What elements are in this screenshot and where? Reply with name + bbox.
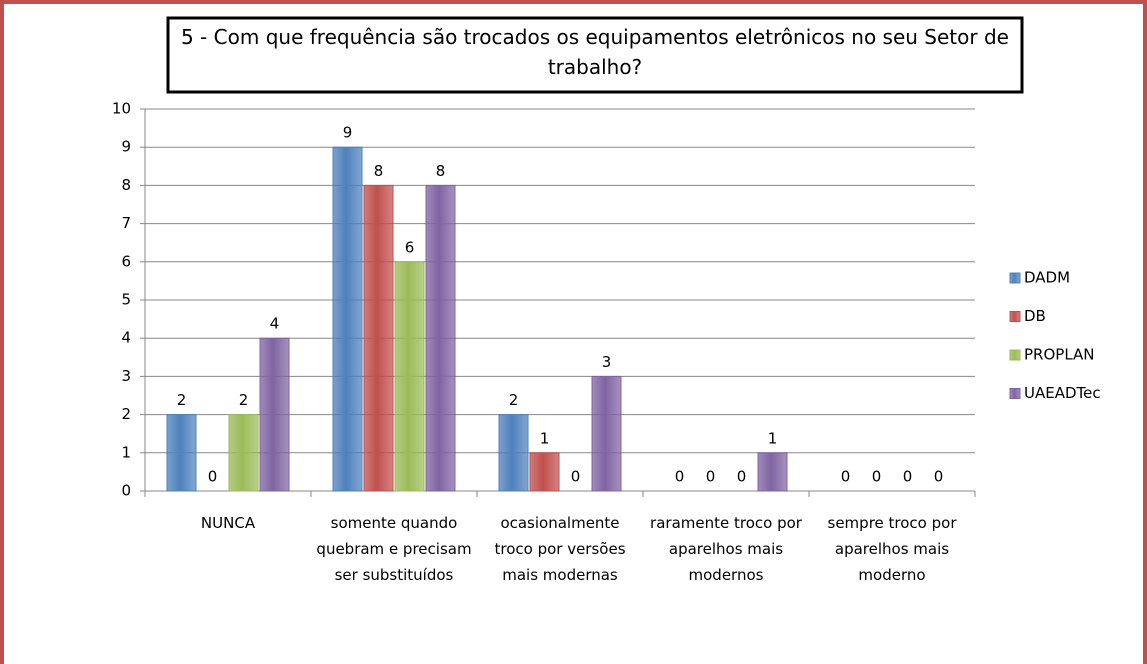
bar <box>166 414 197 492</box>
x-tick-label: NUNCA <box>201 514 256 532</box>
bar <box>529 452 560 492</box>
value-label: 4 <box>270 315 280 333</box>
value-label: 2 <box>509 391 519 409</box>
legend-swatch <box>1009 311 1021 322</box>
value-label: 9 <box>343 124 353 142</box>
legend-label: DADM <box>1024 269 1070 287</box>
value-label: 0 <box>675 468 685 486</box>
y-tick-label: 9 <box>121 138 131 156</box>
legend-swatch <box>1009 272 1021 284</box>
y-tick-label: 8 <box>121 176 131 194</box>
value-label: 0 <box>934 468 944 486</box>
value-label: 0 <box>872 468 882 486</box>
value-label: 0 <box>706 468 716 486</box>
value-label: 1 <box>768 429 778 447</box>
bar <box>498 414 529 492</box>
value-label: 0 <box>737 468 747 486</box>
y-tick-label: 3 <box>121 367 131 385</box>
y-tick-label: 10 <box>112 100 131 118</box>
value-label: 0 <box>571 468 581 486</box>
y-tick-label: 7 <box>121 214 131 232</box>
value-label: 0 <box>208 468 218 486</box>
legend-label: UAEADTec <box>1024 384 1101 402</box>
value-label: 8 <box>436 162 446 180</box>
bar <box>332 146 363 492</box>
value-label: 2 <box>239 391 249 409</box>
x-tick-label: sempre troco por aparelhos mais moderno <box>828 514 958 584</box>
y-tick-label: 6 <box>121 252 131 270</box>
bar <box>591 375 622 492</box>
bar <box>757 452 788 492</box>
value-label: 8 <box>374 162 384 180</box>
value-label: 0 <box>841 468 851 486</box>
bar <box>394 261 425 492</box>
y-tick-label: 0 <box>121 482 131 500</box>
value-label: 1 <box>540 429 550 447</box>
bar <box>259 337 290 492</box>
value-label: 0 <box>903 468 913 486</box>
y-tick-label: 5 <box>121 291 131 309</box>
legend-swatch <box>1009 349 1021 361</box>
bar <box>363 184 394 492</box>
legend-swatch <box>1009 388 1021 399</box>
y-tick-label: 2 <box>121 405 131 423</box>
legend-label: PROPLAN <box>1024 346 1095 364</box>
legend-label: DB <box>1024 307 1046 325</box>
value-label: 2 <box>177 391 187 409</box>
bar <box>425 184 456 492</box>
x-tick-label: raramente troco por aparelhos mais moderno… <box>650 514 803 584</box>
y-tick-label: 1 <box>121 443 131 461</box>
value-label: 6 <box>405 238 415 256</box>
x-tick-label: somente quando quebram e precisam ser subs… <box>316 514 471 584</box>
title-box <box>166 16 1024 94</box>
x-tick-label: ocasionalmente troco por versões mais mode… <box>494 514 625 584</box>
value-label: 3 <box>602 353 612 371</box>
y-tick-label: 4 <box>121 329 131 347</box>
chart-title: 5 - Com que frequência são trocados os e… <box>181 25 1009 79</box>
bar <box>228 414 259 492</box>
